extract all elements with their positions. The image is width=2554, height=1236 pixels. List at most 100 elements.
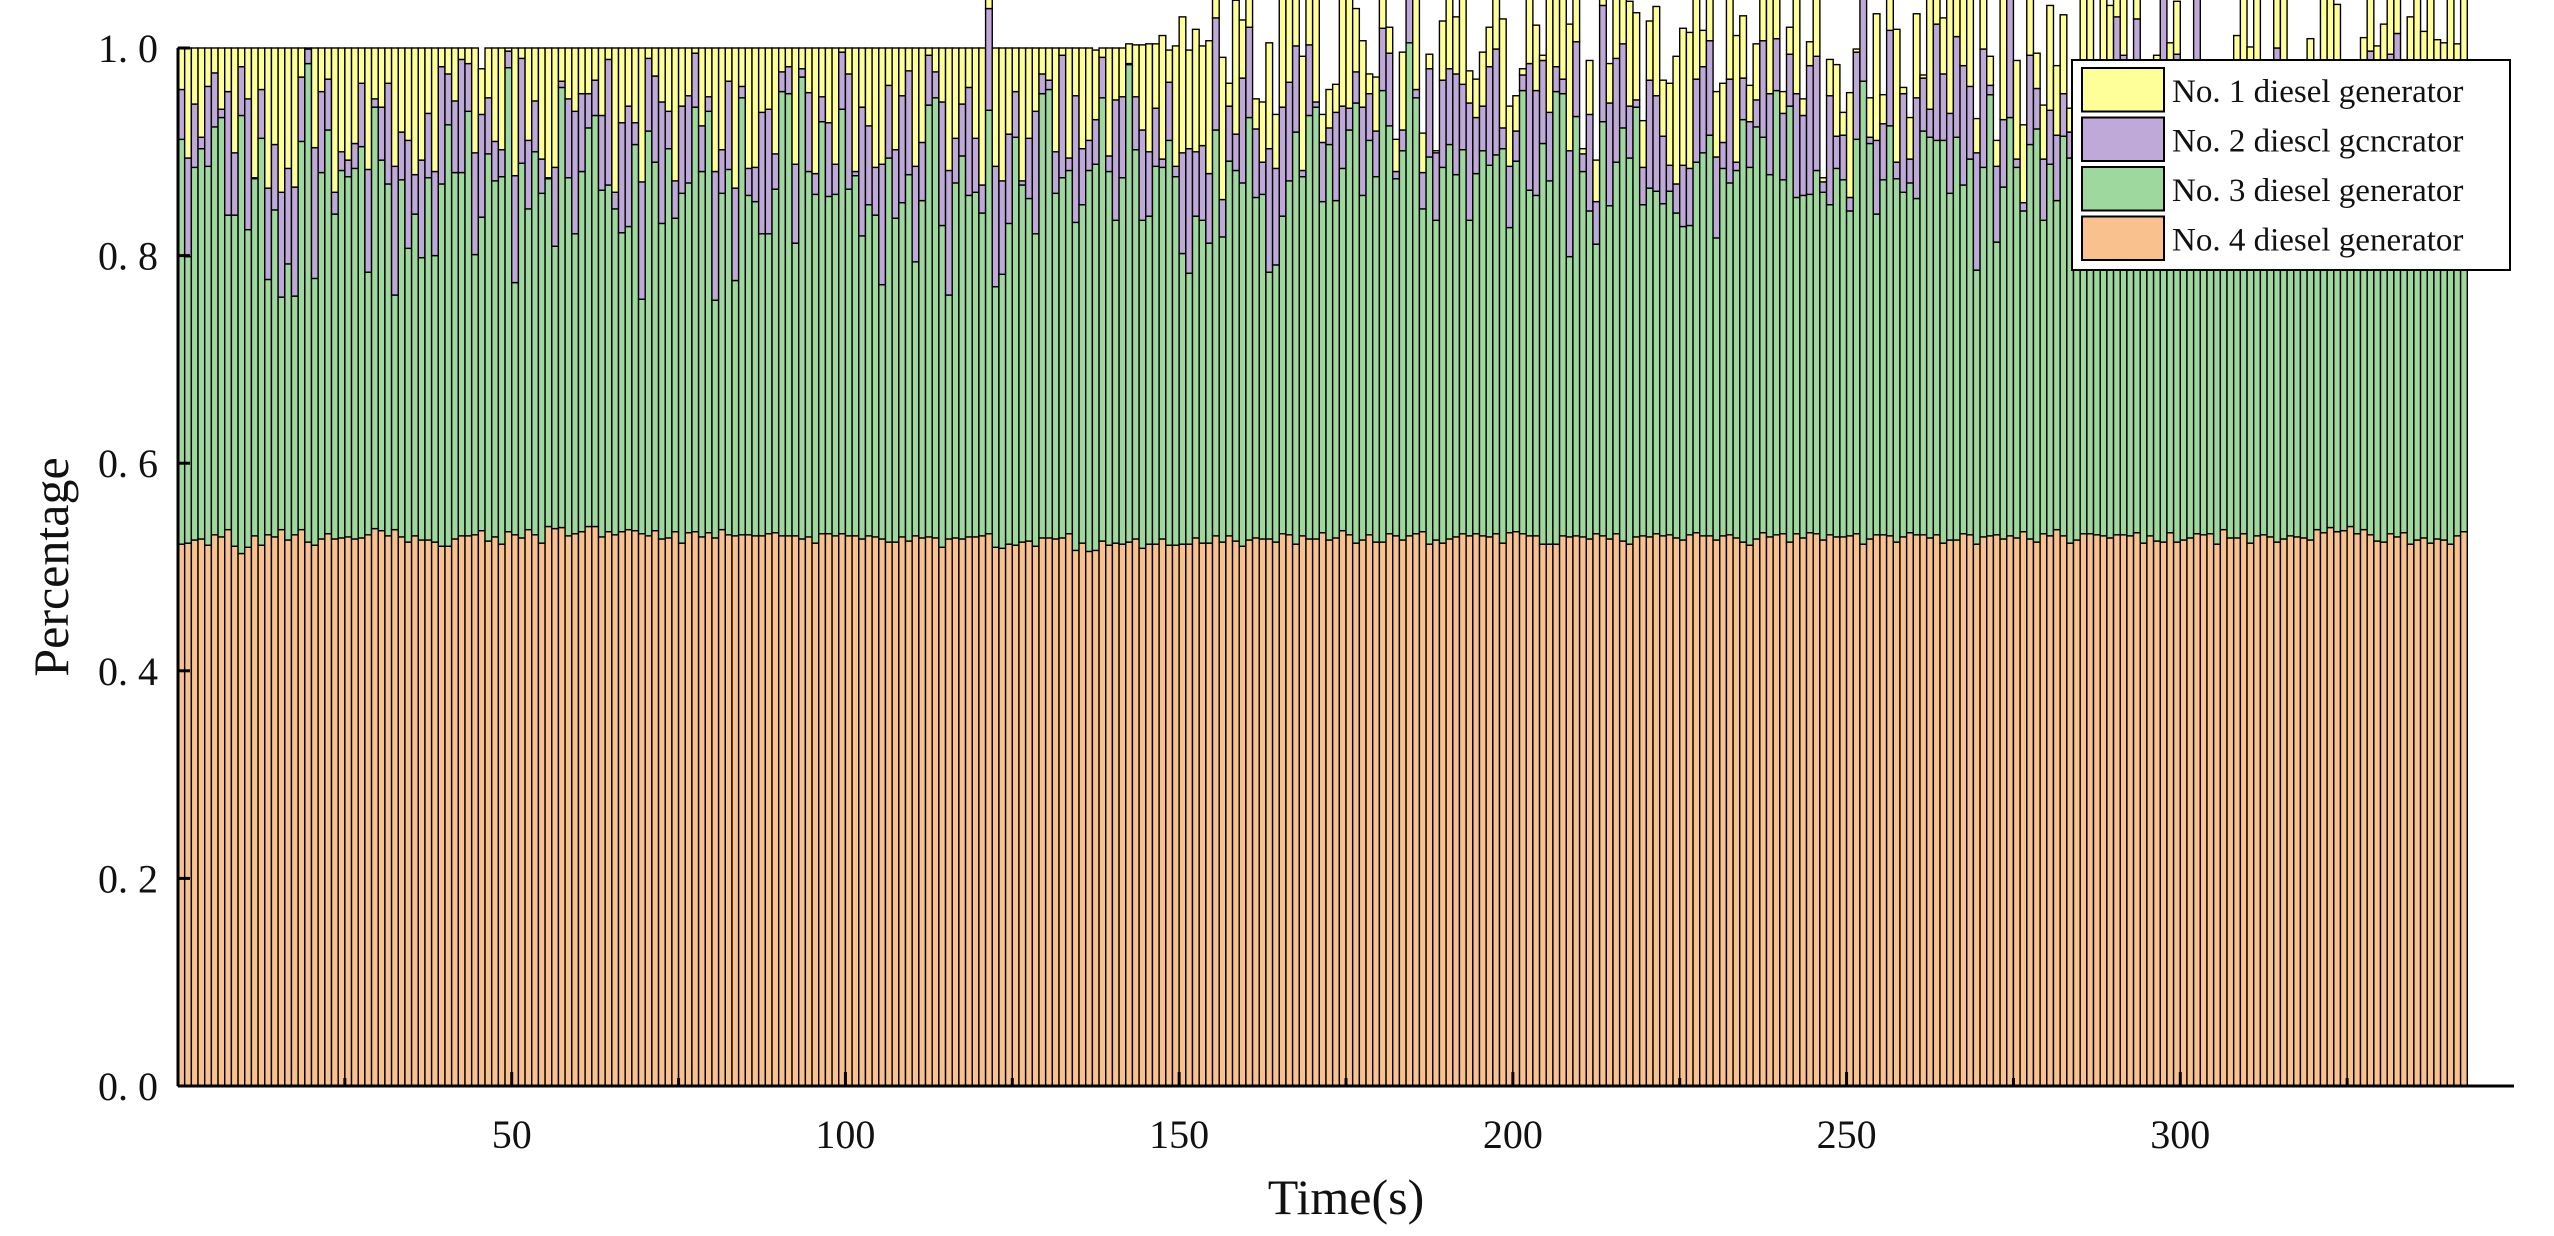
bar-segment-3-163 [1265,271,1274,540]
bar-segment-3-199 [1505,226,1514,534]
bar-segment-1-64 [604,47,613,61]
bar-segment-4-4 [203,544,213,1087]
bar-segment-2-248 [1832,135,1841,170]
bar-segment-4-13 [264,534,273,1087]
bar-segment-2-198 [1498,127,1507,150]
bar-segment-2-212 [1592,200,1601,245]
bar-segment-2-277 [2026,54,2035,146]
bar-segment-1-235 [1745,84,1754,123]
bar-segment-1-197 [1492,0,1501,50]
bar-segment-2-154 [1205,172,1214,244]
bar-segment-2-43 [464,62,473,113]
bar-segment-1-98 [831,47,840,165]
bar-segment-3-249 [1839,179,1848,538]
bar-segment-1-262 [1925,0,1935,110]
bar-segment-1-253 [1865,97,1874,138]
bar-segment-1-275 [2012,59,2021,160]
bar-segment-3-271 [1986,94,1995,537]
bar-segment-1-206 [1552,0,1561,68]
bar-segment-4-198 [1498,542,1507,1087]
bar-segment-3-3 [197,147,206,540]
bar-segment-4-243 [1799,537,1808,1087]
bar-segment-1-342 [2459,0,2468,65]
bar-segment-4-105 [878,538,887,1087]
bar-segment-2-66 [617,122,626,234]
bar-segment-2-225 [1679,164,1688,228]
bar-segment-1-165 [1278,0,1287,108]
bar-segment-4-304 [2206,533,2215,1087]
bar-segment-2-2 [190,103,199,169]
bar-segment-4-35 [410,535,419,1087]
bar-segment-2-10 [244,98,253,231]
bar-segment-1-232 [1725,0,1734,80]
bar-segment-4-253 [1865,538,1874,1087]
bar-segment-3-15 [277,296,286,531]
bar-segment-4-211 [1585,538,1594,1087]
bar-segment-4-241 [1785,541,1794,1087]
bar-segment-2-208 [1565,150,1574,258]
bar-segment-3-242 [1792,196,1801,535]
bar-segment-1-90 [777,47,787,73]
bar-segment-1-30 [377,47,386,108]
bar-segment-4-119 [971,536,980,1087]
bar-segment-1-285 [2079,0,2088,63]
bar-segment-2-46 [484,97,493,155]
bar-segment-3-9 [237,114,246,555]
bar-segment-4-184 [1405,535,1414,1087]
bar-segment-2-117 [958,103,967,157]
bar-segment-3-81 [717,192,726,531]
bar-segment-1-38 [430,47,439,173]
bar-segment-4-41 [450,538,460,1087]
bar-segment-4-228 [1699,535,1708,1087]
bar-segment-4-55 [544,525,553,1087]
bar-segment-3-13 [264,278,273,536]
bar-segment-3-25 [344,176,353,538]
bar-segment-1-205 [1545,0,1554,114]
bar-segment-1-183 [1398,51,1407,131]
bar-segment-3-231 [1719,167,1728,537]
bar-segment-4-120 [978,535,987,1087]
bar-segment-3-71 [651,161,660,532]
bar-segment-3-109 [904,173,913,542]
bar-segment-2-129 [1038,73,1047,95]
bar-segment-1-146 [1151,43,1160,109]
bar-segment-1-57 [557,47,566,82]
bar-segment-4-99 [838,533,847,1087]
bar-segment-1-55 [544,47,553,179]
bar-segment-1-210 [1578,147,1587,155]
bar-segment-1-2 [190,47,199,105]
bar-segment-4-125 [1011,544,1020,1087]
bar-segment-3-7 [224,214,233,531]
bar-segment-3-190 [1445,143,1454,540]
bar-segment-4-214 [1605,538,1614,1087]
bar-segment-3-282 [2059,135,2068,537]
bar-segment-3-83 [731,279,740,537]
bar-segment-4-197 [1492,533,1501,1087]
bar-segment-3-245 [1812,169,1821,535]
bar-segment-4-171 [1318,532,1327,1087]
bar-segment-1-277 [2026,0,2035,56]
bar-segment-1-107 [891,47,900,151]
bar-segment-1-26 [350,47,359,145]
bar-segment-4-152 [1191,537,1200,1087]
bar-segment-1-44 [470,47,480,154]
bar-segment-3-189 [1438,166,1447,544]
bar-segment-3-167 [1291,131,1300,545]
bar-segment-2-67 [624,105,633,228]
bar-segment-3-2 [190,166,199,541]
bar-segment-4-71 [651,529,660,1087]
bar-segment-4-51 [517,537,526,1087]
bar-segment-1-276 [2019,124,2028,204]
bar-segment-1-220 [1645,20,1654,81]
bar-segment-1-72 [657,47,666,103]
bar-segment-3-4 [203,165,213,546]
bar-segment-2-127 [1024,137,1034,200]
bar-segment-4-309 [2239,533,2248,1087]
bar-segment-2-83 [731,187,740,282]
bar-segment-2-228 [1699,65,1708,154]
bar-segment-2-86 [751,166,760,203]
bar-segment-3-98 [831,193,840,537]
bar-segment-1-88 [764,47,773,110]
bar-segment-1-266 [1952,0,1961,38]
bar-segment-3-209 [1572,115,1581,537]
